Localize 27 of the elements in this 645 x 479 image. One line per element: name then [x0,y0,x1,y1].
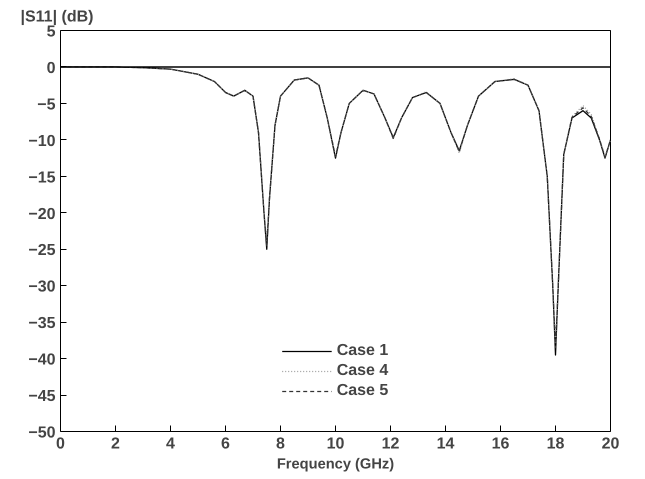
legend-label: Case 5 [336,382,388,400]
y-tick-label: −25 [28,242,56,260]
y-tick-label: −15 [28,169,56,186]
y-tick-label: 0 [46,60,56,77]
y-tick-label: −40 [28,352,56,369]
x-tick-label: 16 [492,436,510,452]
y-tick-label: −35 [28,315,56,332]
y-tick-label: 5 [46,24,56,40]
y-tick-label: −30 [28,278,56,296]
y-tick-label: −45 [28,388,56,406]
x-tick-label: 18 [546,436,564,452]
y-tick-label: −20 [28,206,56,223]
y-axis-title: |S11| (dB) [20,8,94,26]
x-axis-title: Frequency (GHz) [276,456,394,472]
x-tick-label: 10 [326,436,344,452]
legend-label: Case 4 [336,362,388,380]
x-tick-label: 2 [111,436,120,452]
x-tick-label: 12 [382,436,400,452]
x-tick-label: 8 [276,436,286,452]
x-tick-label: 6 [221,436,230,452]
y-tick-label: −5 [37,96,56,114]
y-tick-label: −50 [28,424,56,442]
y-tick-label: −10 [28,132,56,150]
legend-label: Case 1 [336,342,388,360]
x-tick-label: 20 [602,436,620,452]
x-tick-label: 4 [166,436,176,452]
x-tick-label: 14 [436,436,454,452]
